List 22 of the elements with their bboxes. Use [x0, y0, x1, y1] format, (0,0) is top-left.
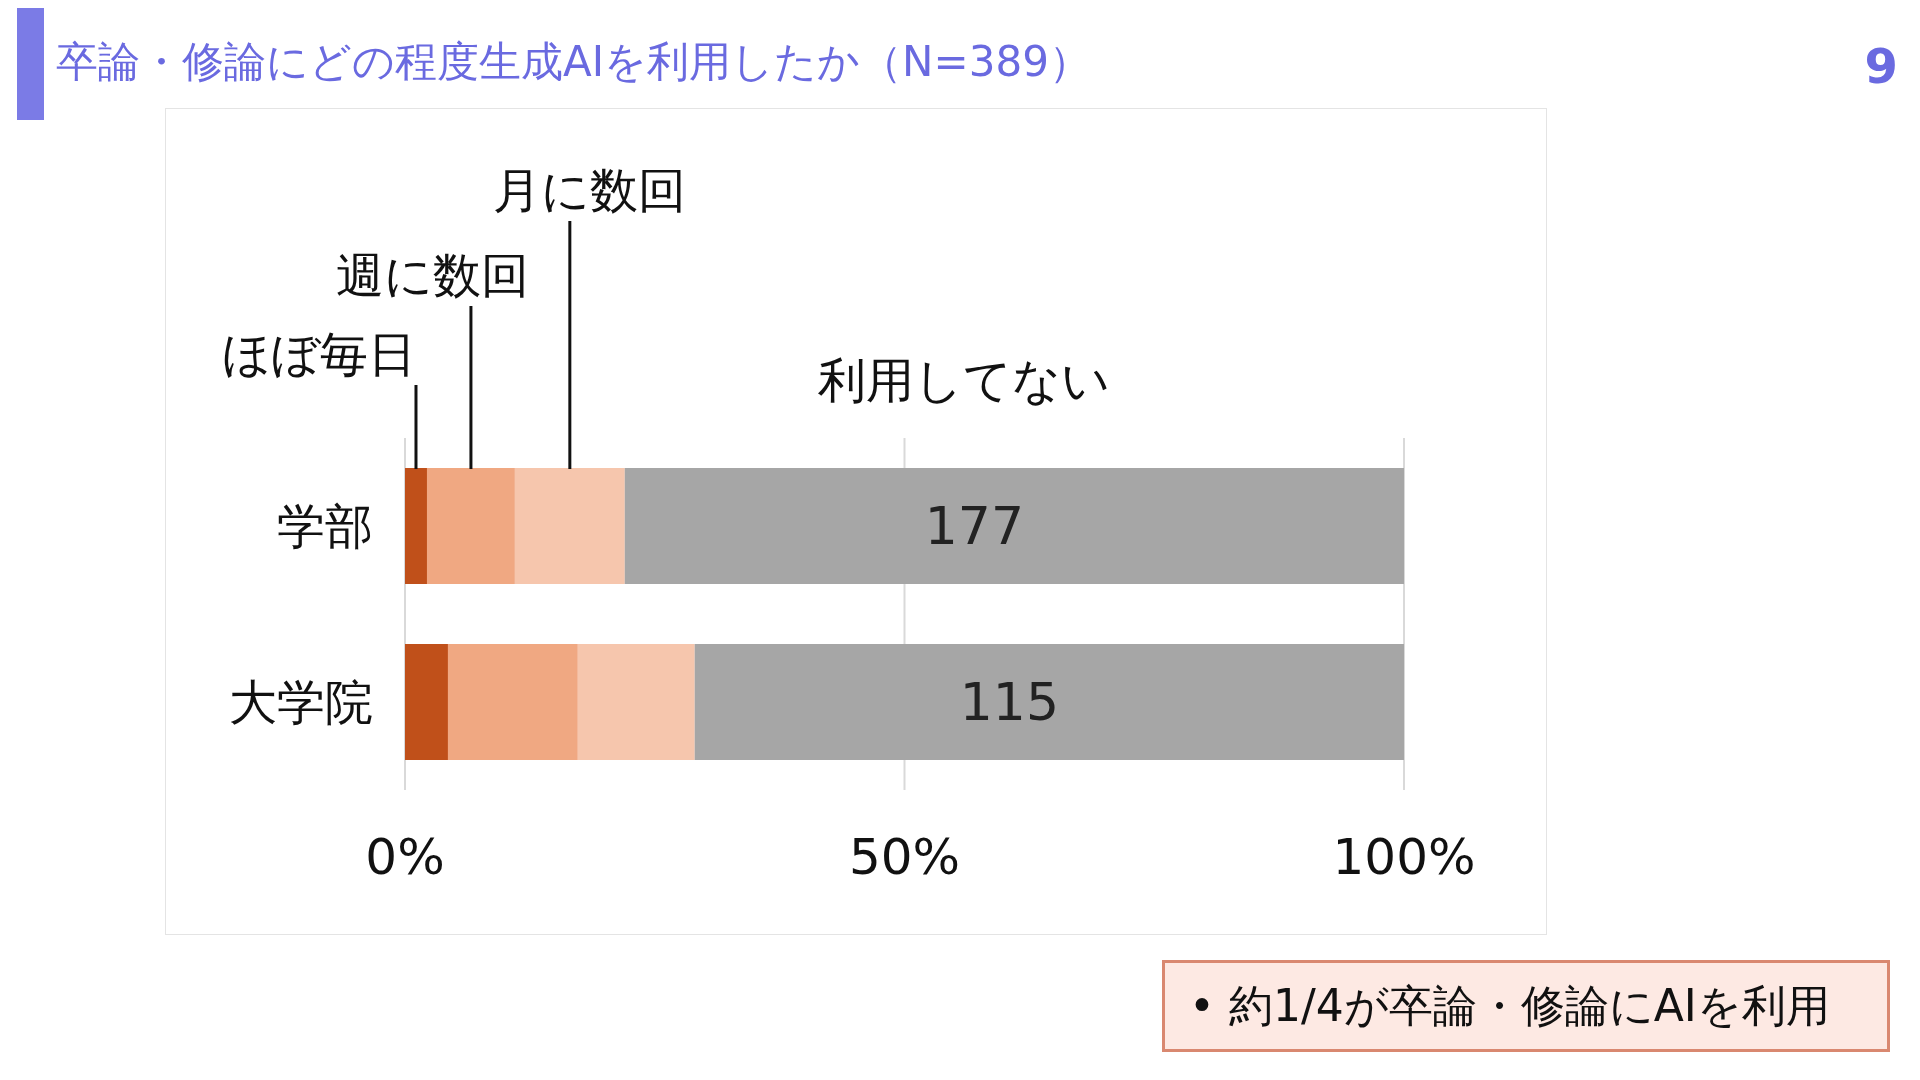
- annotation: 177: [924, 496, 1025, 556]
- annotation: 115: [959, 672, 1059, 732]
- x-tick-label: 100%: [1332, 827, 1476, 886]
- x-tick-label: 0%: [365, 827, 445, 886]
- bar: [514, 467, 625, 584]
- text: 月に数回: [492, 162, 686, 218]
- bar: [694, 643, 1404, 760]
- y-tick-label: 学部: [277, 498, 373, 555]
- bar: [405, 467, 427, 584]
- series-label: ほぼ毎日: [221, 326, 416, 382]
- bar: [577, 643, 695, 760]
- y-tick-label: 大学院: [229, 674, 373, 731]
- text: • 約1/4が卒論・修論にAIを利用: [1162, 960, 1890, 1052]
- text: 週に数回: [335, 247, 529, 303]
- bar: [426, 467, 515, 584]
- x-tick-label: 50%: [848, 827, 961, 886]
- chart-title: 卒論・修論にどの程度生成AIを利用したか（N=389）: [56, 36, 1091, 88]
- text: 9: [1864, 38, 1898, 94]
- bar: [447, 643, 578, 760]
- bar: [405, 643, 448, 760]
- series-label: 利用してない: [818, 352, 1111, 408]
- bar: [624, 467, 1404, 584]
